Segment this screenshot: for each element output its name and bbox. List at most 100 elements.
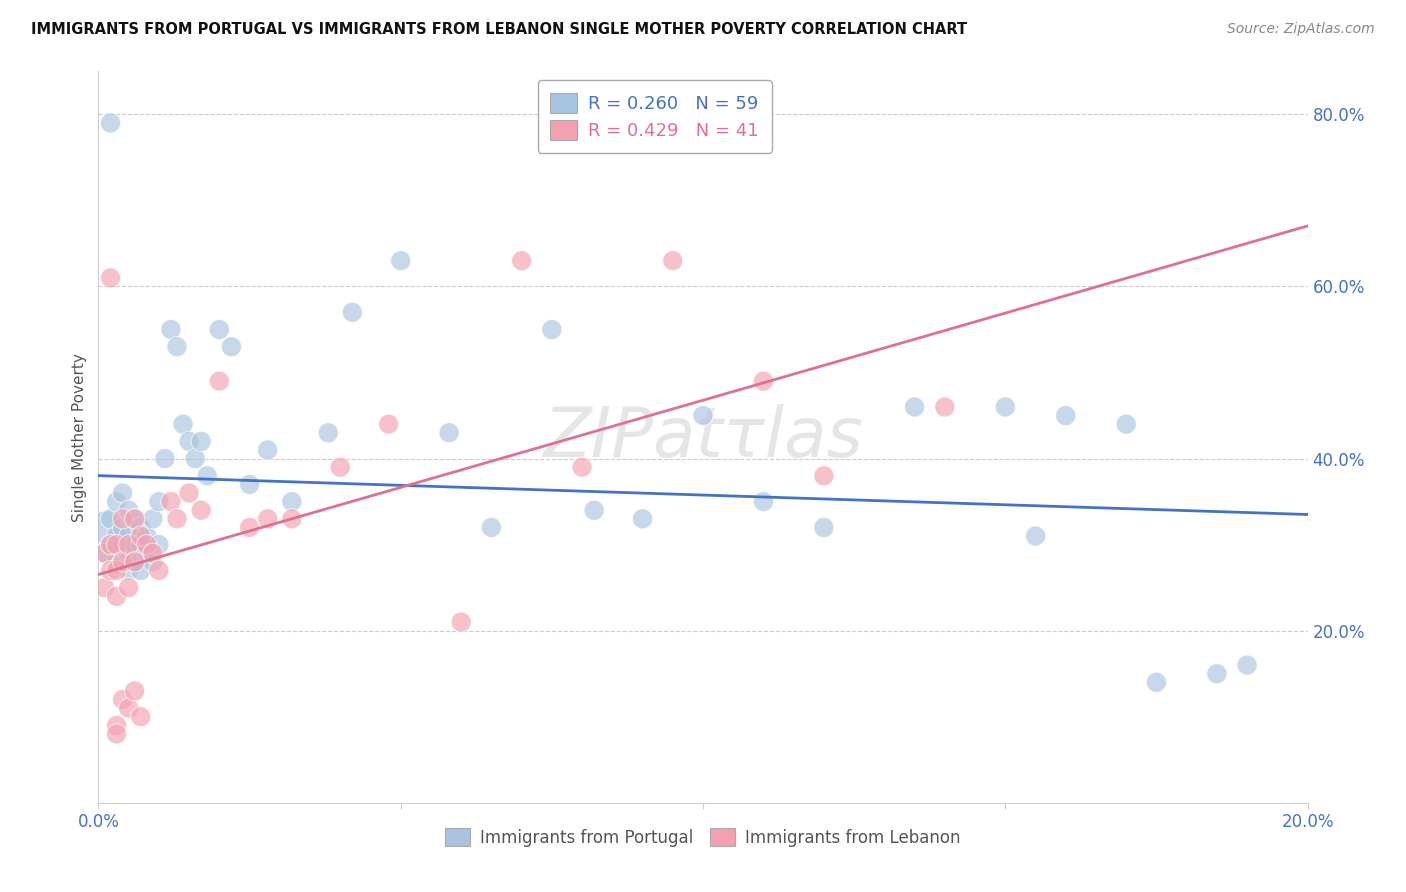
Point [93,546,115,560]
Point [93,581,115,595]
Point [100,116,122,130]
Point [105,589,128,603]
Point [239,477,262,491]
Point [124,684,146,698]
Point [105,718,128,732]
Point [195,468,218,483]
Point [239,520,262,534]
Point [1206,666,1229,681]
Point [129,520,152,534]
Point [129,538,152,552]
Point [813,520,835,534]
Point [111,512,134,526]
Point [124,555,146,569]
Point [105,727,128,741]
Text: IMMIGRANTS FROM PORTUGAL VS IMMIGRANTS FROM LEBANON SINGLE MOTHER POVERTY CORREL: IMMIGRANTS FROM PORTUGAL VS IMMIGRANTS F… [31,22,967,37]
Point [813,468,835,483]
Point [437,425,460,440]
Point [329,460,352,475]
Point [148,538,170,552]
Point [1054,409,1077,423]
Point [510,253,533,268]
Point [124,512,146,526]
Point [342,305,364,319]
Point [135,529,157,543]
Point [118,564,141,578]
Point [93,520,115,534]
Point [105,538,128,552]
Point [111,520,134,534]
Point [1144,675,1167,690]
Point [1236,658,1258,673]
Point [281,512,304,526]
Point [208,374,231,388]
Point [111,555,134,569]
Point [631,512,654,526]
Point [100,512,122,526]
Point [148,494,170,508]
Point [135,546,157,560]
Point [93,546,115,560]
Point [450,615,472,629]
Point [142,512,165,526]
Point [256,512,278,526]
Point [129,710,152,724]
Point [153,451,176,466]
Point [135,538,157,552]
Point [160,494,183,508]
Point [105,529,128,543]
Point [752,494,775,508]
Point [160,322,183,336]
Point [661,253,683,268]
Point [208,322,231,336]
Point [118,529,141,543]
Point [118,503,141,517]
Point [166,340,188,354]
Point [111,538,134,552]
Point [105,564,128,578]
Point [100,564,122,578]
Point [571,460,593,475]
Point [118,538,141,552]
Point [148,564,170,578]
Y-axis label: Single Mother Poverty: Single Mother Poverty [72,352,87,522]
Point [221,340,243,354]
Point [389,253,412,268]
Point [118,581,141,595]
Text: Source: ZipAtlas.com: Source: ZipAtlas.com [1227,22,1375,37]
Point [172,417,194,432]
Legend: Immigrants from Portugal, Immigrants from Lebanon: Immigrants from Portugal, Immigrants fro… [432,815,974,860]
Point [105,494,128,508]
Point [256,442,278,457]
Point [118,546,141,560]
Point [100,538,122,552]
Point [142,555,165,569]
Point [190,434,212,449]
Point [111,486,134,500]
Point [190,503,212,517]
Point [111,692,134,706]
Point [124,512,146,526]
Point [166,512,188,526]
Point [118,701,141,715]
Point [481,520,503,534]
Point [179,434,201,449]
Point [904,400,927,414]
Point [377,417,399,432]
Point [752,374,775,388]
Point [540,322,562,336]
Point [129,564,152,578]
Point [124,555,146,569]
Point [994,400,1017,414]
Point [129,529,152,543]
Point [124,538,146,552]
Point [184,451,207,466]
Point [692,409,714,423]
Point [179,486,201,500]
Point [1115,417,1137,432]
Point [105,555,128,569]
Point [583,503,606,517]
Point [100,271,122,285]
Point [934,400,956,414]
Point [281,494,304,508]
